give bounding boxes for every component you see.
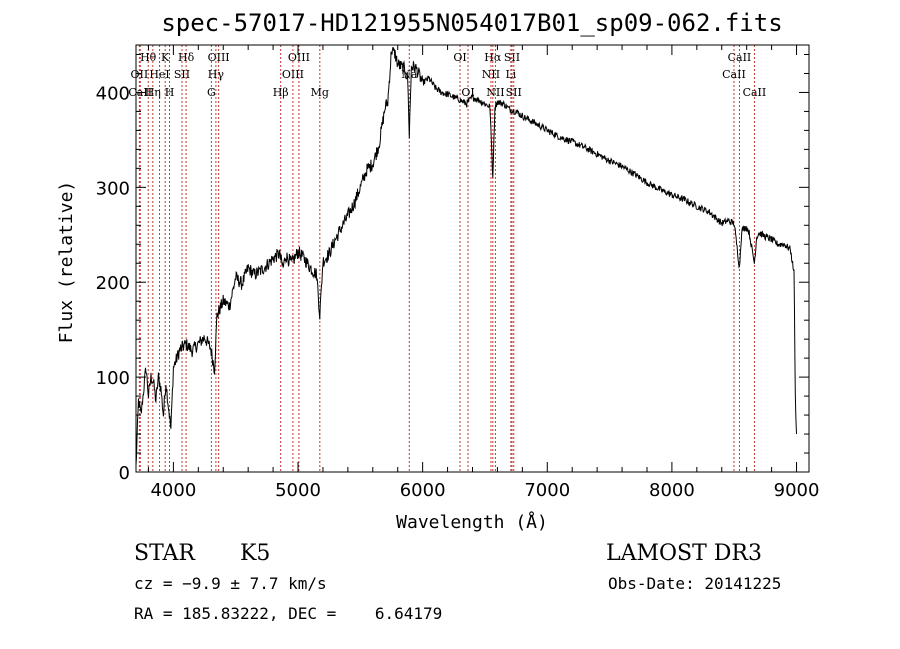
- marker-label: H: [165, 86, 175, 99]
- marker-label: SII: [506, 86, 522, 99]
- marker-label: Hθ: [140, 51, 157, 64]
- axis-ticks: 4000 5000 6000 7000 8000 9000 0 100 200 300 400: [96, 45, 820, 501]
- y-tick-label: 200: [96, 273, 130, 294]
- marker-label: CaII: [743, 86, 767, 99]
- marker-label: Hη: [145, 86, 161, 99]
- marker-label: Li: [505, 68, 516, 81]
- x-axis-label: Wavelength (Å): [396, 511, 548, 533]
- y-tick-label: 0: [119, 463, 130, 484]
- radec-readout: RA = 185.83222, DEC = 6.64179: [134, 604, 442, 623]
- marker-label: Hβ: [273, 86, 289, 99]
- x-tick-label: 4000: [150, 480, 196, 501]
- survey-label: LAMOST DR3: [606, 541, 762, 566]
- object-class: STAR: [134, 541, 196, 566]
- object-subclass: K5: [240, 541, 270, 566]
- marker-label: Hδ: [178, 51, 195, 64]
- marker-label: OIII: [208, 51, 230, 64]
- y-tick-label: 300: [96, 178, 130, 199]
- y-tick-label: 100: [96, 368, 130, 389]
- marker-label: Mg: [311, 86, 329, 99]
- marker-label: CaII: [722, 68, 746, 81]
- y-axis-label: Flux (relative): [56, 181, 77, 344]
- x-tick-label: 5000: [275, 480, 321, 501]
- marker-label: OIII: [282, 68, 304, 81]
- marker-label: K: [161, 51, 170, 64]
- x-tick-label: 8000: [649, 480, 695, 501]
- obs-date: Obs-Date: 20141225: [608, 574, 781, 593]
- marker-label: OI: [453, 51, 466, 64]
- x-tick-label: 6000: [400, 480, 446, 501]
- marker-label: Hα: [484, 51, 502, 64]
- marker-label: HeI: [149, 68, 169, 81]
- y-tick-label: 400: [96, 83, 130, 104]
- x-tick-label: 9000: [774, 480, 820, 501]
- line-markers: Hθ OII CaII K HeI Hη Hδ SII H OIII Hγ G OIII OIII Hβ Mg…: [128, 45, 766, 472]
- spectrum-layer: [135, 46, 797, 466]
- chart-title: spec-57017-HD121955N054017B01_sp09-062.f…: [161, 9, 782, 37]
- x-tick-label: 7000: [524, 480, 570, 501]
- marker-label: Hγ: [208, 68, 225, 81]
- redshift-readout: cz = −9.9 ± 7.7 km/s: [134, 574, 327, 593]
- marker-label: NII: [482, 68, 500, 81]
- spectrum-line: [135, 46, 797, 466]
- marker-label: OII: [131, 68, 149, 81]
- marker-label: G: [207, 86, 216, 99]
- marker-label: OIII: [288, 51, 310, 64]
- plot-frame: [135, 44, 810, 473]
- marker-label: SII: [504, 51, 520, 64]
- marker-label: CaII: [728, 51, 752, 64]
- marker-label: NII: [486, 86, 504, 99]
- marker-label: SII: [174, 68, 190, 81]
